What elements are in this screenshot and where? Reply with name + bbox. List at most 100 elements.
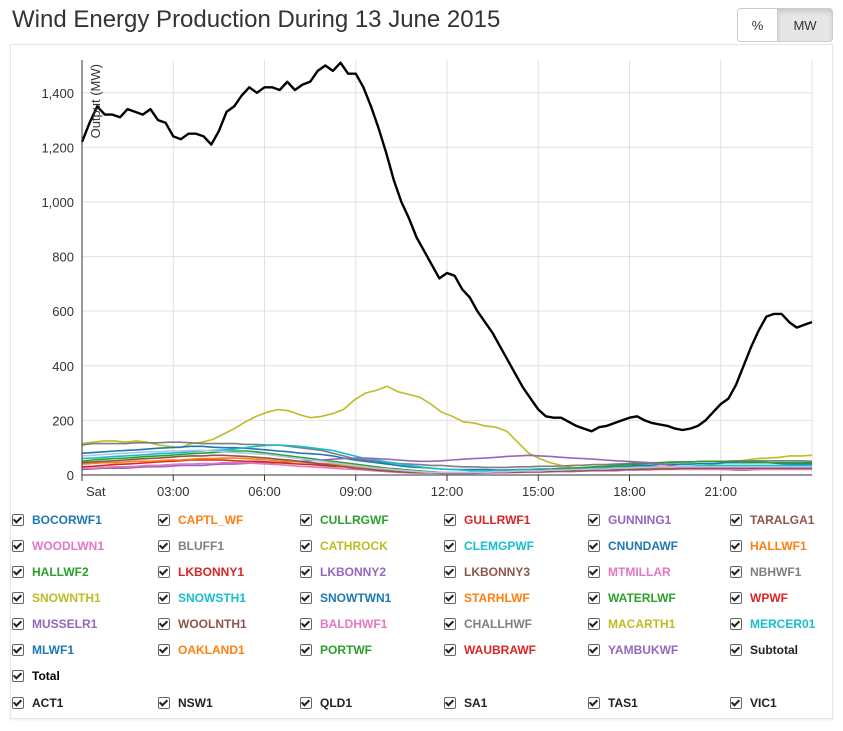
legend-item[interactable]: NBHWF1 — [730, 564, 801, 580]
legend-checkbox[interactable] — [12, 540, 24, 552]
legend-item[interactable]: TAS1 — [588, 695, 638, 711]
legend-item[interactable]: CATHROCK — [300, 538, 388, 554]
legend-item[interactable]: CNUNDAWF — [588, 538, 678, 554]
legend-checkbox[interactable] — [158, 618, 170, 630]
legend-checkbox[interactable] — [300, 540, 312, 552]
legend-item[interactable]: MLWF1 — [12, 642, 74, 658]
legend-checkbox[interactable] — [444, 514, 456, 526]
legend-item[interactable]: BOCORWF1 — [12, 512, 102, 528]
legend-checkbox[interactable] — [300, 592, 312, 604]
series-line-10 — [81, 449, 812, 474]
legend-item[interactable]: SA1 — [444, 695, 487, 711]
legend-checkbox[interactable] — [300, 514, 312, 526]
legend-label: ACT1 — [32, 696, 64, 710]
legend-label: MUSSELR1 — [32, 617, 98, 631]
legend-item[interactable]: HALLWF1 — [730, 538, 807, 554]
legend-checkbox[interactable] — [12, 514, 24, 526]
legend-item[interactable]: GULLRWF1 — [444, 512, 530, 528]
legend-checkbox[interactable] — [300, 697, 312, 709]
legend-checkbox[interactable] — [444, 697, 456, 709]
legend-item[interactable]: QLD1 — [300, 695, 352, 711]
legend-item[interactable]: MTMILLAR — [588, 564, 671, 580]
legend-checkbox[interactable] — [444, 618, 456, 630]
legend-checkbox[interactable] — [12, 670, 24, 682]
legend-item[interactable]: HALLWF2 — [12, 564, 89, 580]
legend-item[interactable]: OAKLAND1 — [158, 642, 245, 658]
legend-item[interactable]: LKBONNY1 — [158, 564, 244, 580]
chart-panel — [10, 44, 833, 719]
legend-checkbox[interactable] — [588, 540, 600, 552]
legend-item[interactable]: Total — [12, 668, 60, 684]
legend-item[interactable]: NSW1 — [158, 695, 213, 711]
mw-button[interactable]: MW — [777, 8, 833, 42]
legend-checkbox[interactable] — [12, 644, 24, 656]
legend-checkbox[interactable] — [588, 697, 600, 709]
legend-checkbox[interactable] — [730, 514, 742, 526]
legend-item[interactable]: WOODLWN1 — [12, 538, 104, 554]
legend-item[interactable]: STARHLWF — [444, 590, 530, 606]
legend-checkbox[interactable] — [444, 566, 456, 578]
legend-checkbox[interactable] — [588, 592, 600, 604]
legend-checkbox[interactable] — [158, 592, 170, 604]
legend-item[interactable]: BALDHWF1 — [300, 616, 387, 632]
legend-item[interactable]: WPWF — [730, 590, 788, 606]
legend-item[interactable]: CHALLHWF — [444, 616, 532, 632]
legend-item[interactable]: WOOLNTH1 — [158, 616, 247, 632]
legend-checkbox[interactable] — [730, 566, 742, 578]
percent-button[interactable]: % — [737, 8, 778, 42]
legend-checkbox[interactable] — [730, 644, 742, 656]
legend-checkbox[interactable] — [158, 514, 170, 526]
legend-label: VIC1 — [750, 696, 777, 710]
legend-checkbox[interactable] — [730, 592, 742, 604]
legend-item[interactable]: MUSSELR1 — [12, 616, 97, 632]
legend-item[interactable]: CLEMGPWF — [444, 538, 534, 554]
legend-checkbox[interactable] — [730, 540, 742, 552]
legend-checkbox[interactable] — [730, 697, 742, 709]
legend-checkbox[interactable] — [12, 566, 24, 578]
legend-checkbox[interactable] — [588, 566, 600, 578]
legend-item[interactable]: SNOWTWN1 — [300, 590, 391, 606]
legend-checkbox[interactable] — [588, 644, 600, 656]
legend-checkbox[interactable] — [12, 592, 24, 604]
legend-item[interactable]: YAMBUKWF — [588, 642, 678, 658]
legend-item[interactable]: SNOWNTH1 — [12, 590, 101, 606]
legend-item[interactable]: TARALGA1 — [730, 512, 814, 528]
legend-item[interactable]: WATERLWF — [588, 590, 676, 606]
legend-item[interactable]: GUNNING1 — [588, 512, 671, 528]
axes: 0 200 400 600 800 1,000 1,200 1,400 Sat 03:00 06:0… — [41, 60, 812, 499]
legend-item[interactable]: MERCER01 — [730, 616, 815, 632]
legend-item[interactable]: CULLRGWF — [300, 512, 389, 528]
legend-checkbox[interactable] — [730, 618, 742, 630]
legend-item[interactable]: SNOWSTH1 — [158, 590, 246, 606]
legend-checkbox[interactable] — [158, 540, 170, 552]
legend-checkbox[interactable] — [300, 618, 312, 630]
legend-checkbox[interactable] — [444, 644, 456, 656]
legend-checkbox[interactable] — [444, 592, 456, 604]
legend-checkbox[interactable] — [158, 697, 170, 709]
legend-checkbox[interactable] — [588, 618, 600, 630]
y-tick-label: 1,400 — [41, 86, 74, 101]
legend-label: SNOWTWN1 — [320, 591, 392, 605]
legend-item[interactable]: MACARTH1 — [588, 616, 675, 632]
legend-checkbox[interactable] — [444, 540, 456, 552]
legend-checkbox[interactable] — [300, 644, 312, 656]
wind-production-chart: 0 200 400 600 800 1,000 1,200 1,400 Sat 03:00 06:0… — [41, 60, 813, 499]
legend-checkbox[interactable] — [158, 644, 170, 656]
legend-checkbox[interactable] — [12, 697, 24, 709]
legend-checkbox[interactable] — [300, 566, 312, 578]
legend-item[interactable]: ACT1 — [12, 695, 63, 711]
legend-item[interactable]: PORTWF — [300, 642, 372, 658]
legend-item[interactable]: CAPTL_WF — [158, 512, 243, 528]
legend-checkbox[interactable] — [158, 566, 170, 578]
legend-item[interactable]: WAUBRAWF — [444, 642, 536, 658]
legend-label: SNOWSTH1 — [178, 591, 247, 605]
legend-item[interactable]: VIC1 — [730, 695, 777, 711]
legend-item[interactable]: Subtotal — [730, 642, 798, 658]
legend-item[interactable]: LKBONNY3 — [444, 564, 530, 580]
legend-checkbox[interactable] — [12, 618, 24, 630]
legend-checkbox[interactable] — [588, 514, 600, 526]
legend-item[interactable]: BLUFF1 — [158, 538, 224, 554]
legend-label: WPWF — [750, 591, 788, 605]
y-tick-label: 200 — [52, 413, 74, 428]
legend-item[interactable]: LKBONNY2 — [300, 564, 386, 580]
